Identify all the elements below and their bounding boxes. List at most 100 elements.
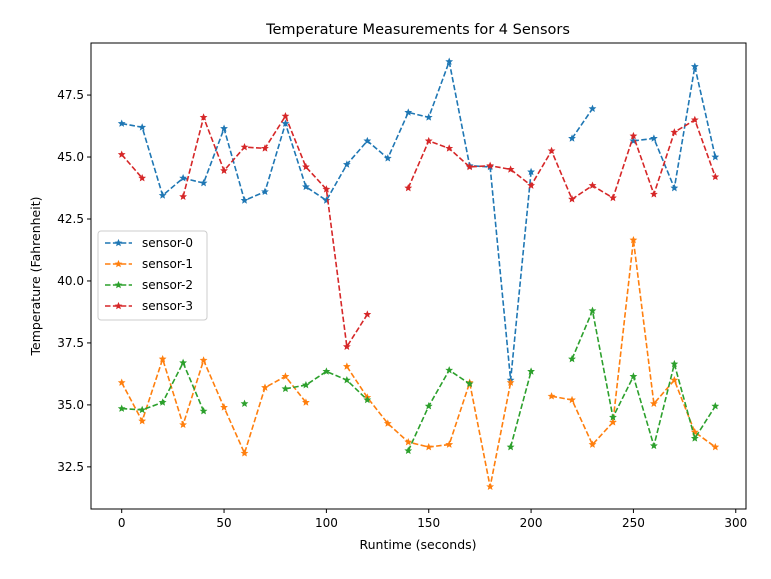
legend-item-sensor-2: sensor-2 — [105, 278, 193, 292]
data-point — [609, 193, 617, 202]
data-point — [650, 441, 658, 450]
data-point — [220, 166, 228, 174]
legend-marker — [114, 238, 123, 247]
legend-label: sensor-2 — [142, 278, 193, 292]
data-point — [199, 113, 208, 121]
data-point — [527, 367, 535, 375]
x-tick-label: 200 — [520, 516, 543, 530]
data-point — [609, 413, 617, 421]
data-point — [281, 384, 290, 393]
data-point — [302, 162, 310, 171]
data-point — [117, 404, 126, 412]
data-point — [383, 154, 392, 162]
data-point — [117, 378, 126, 386]
y-tick-label: 42.5 — [57, 212, 84, 226]
data-point — [261, 144, 269, 152]
series-line — [571, 108, 594, 139]
data-point — [568, 195, 576, 203]
data-point — [342, 376, 351, 384]
data-point — [588, 306, 597, 315]
x-tick-label: 300 — [724, 516, 747, 530]
data-point — [527, 167, 535, 176]
data-point — [506, 442, 515, 451]
y-tick-label: 37.5 — [57, 336, 84, 350]
data-point — [322, 185, 331, 193]
data-point — [240, 196, 249, 204]
data-point — [506, 378, 515, 386]
x-tick-label: 100 — [315, 516, 338, 530]
data-point — [424, 136, 433, 145]
legend-marker — [114, 259, 123, 268]
legend-label: sensor-3 — [142, 299, 193, 313]
series-line — [285, 370, 368, 401]
data-point — [568, 134, 576, 142]
data-point — [404, 108, 413, 116]
data-point — [650, 190, 658, 198]
data-point — [609, 418, 617, 426]
data-point — [588, 181, 597, 189]
series-sensor-1 — [117, 235, 720, 490]
data-point — [711, 172, 720, 181]
data-point — [711, 152, 720, 161]
data-point — [158, 354, 167, 363]
data-point — [404, 437, 413, 446]
data-point — [220, 124, 228, 132]
data-point — [240, 399, 249, 407]
legend-label: sensor-1 — [142, 257, 193, 271]
data-point — [547, 146, 556, 155]
data-point — [445, 144, 454, 152]
data-point — [138, 123, 147, 131]
data-point — [670, 359, 679, 368]
series-line — [407, 369, 471, 452]
series-line — [121, 154, 143, 179]
data-point — [486, 482, 495, 490]
legend-item-sensor-1: sensor-1 — [105, 257, 193, 271]
y-axis: 32.5 35.0 37.5 40.0 42.5 45.0 47.5 — [57, 88, 91, 474]
data-point — [547, 392, 556, 400]
data-point — [588, 440, 597, 448]
data-point — [383, 419, 392, 427]
data-point — [302, 380, 310, 389]
data-point — [404, 183, 413, 192]
legend-marker — [114, 280, 123, 289]
data-point — [138, 174, 147, 182]
data-point — [424, 442, 433, 451]
data-point — [220, 403, 228, 411]
x-tick-label: 250 — [622, 516, 645, 530]
legend-item-sensor-3: sensor-3 — [105, 299, 193, 313]
chart-title: Temperature Measurements for 4 Sensors — [265, 22, 570, 38]
data-point — [711, 402, 720, 410]
data-point — [363, 395, 372, 404]
data-point — [424, 402, 433, 410]
data-point — [629, 235, 638, 244]
data-point — [179, 174, 187, 182]
x-axis: 0 50 100 150 200 250 300 — [118, 509, 747, 530]
data-point — [342, 342, 351, 350]
series-line — [346, 366, 512, 488]
data-point — [117, 150, 126, 158]
data-point — [158, 191, 167, 199]
data-point — [650, 134, 658, 142]
data-point — [261, 187, 269, 196]
data-point — [322, 367, 331, 375]
data-point — [465, 379, 474, 388]
legend-label: sensor-0 — [142, 236, 193, 250]
data-point — [281, 372, 290, 380]
series-line — [120, 358, 307, 455]
data-point — [424, 113, 433, 121]
data-point — [117, 119, 126, 127]
data-point — [690, 434, 699, 442]
data-point — [465, 162, 474, 171]
legend-marker — [114, 301, 123, 310]
data-point — [363, 310, 372, 318]
series-layer — [117, 57, 720, 490]
y-tick-label: 47.5 — [57, 88, 84, 102]
data-point — [711, 442, 720, 451]
series-line — [571, 309, 716, 447]
series-sensor-3 — [117, 112, 720, 350]
data-point — [506, 165, 515, 173]
series-sensor-0 — [117, 57, 720, 384]
data-point — [527, 181, 535, 189]
x-tick-label: 0 — [118, 516, 126, 530]
